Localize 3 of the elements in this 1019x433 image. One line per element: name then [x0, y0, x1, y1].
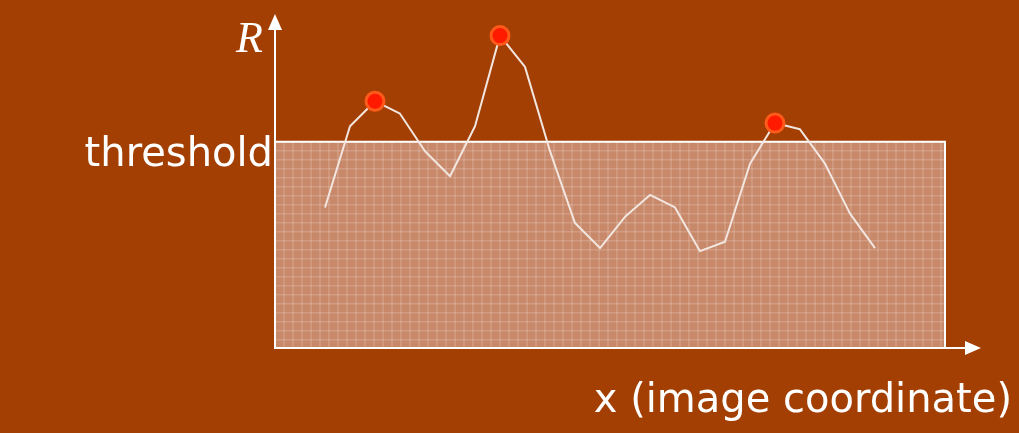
x-axis-title: x (image coordinate) — [593, 375, 1012, 422]
band-label: threshold — [84, 129, 273, 176]
y-axis-title: R — [235, 12, 264, 62]
